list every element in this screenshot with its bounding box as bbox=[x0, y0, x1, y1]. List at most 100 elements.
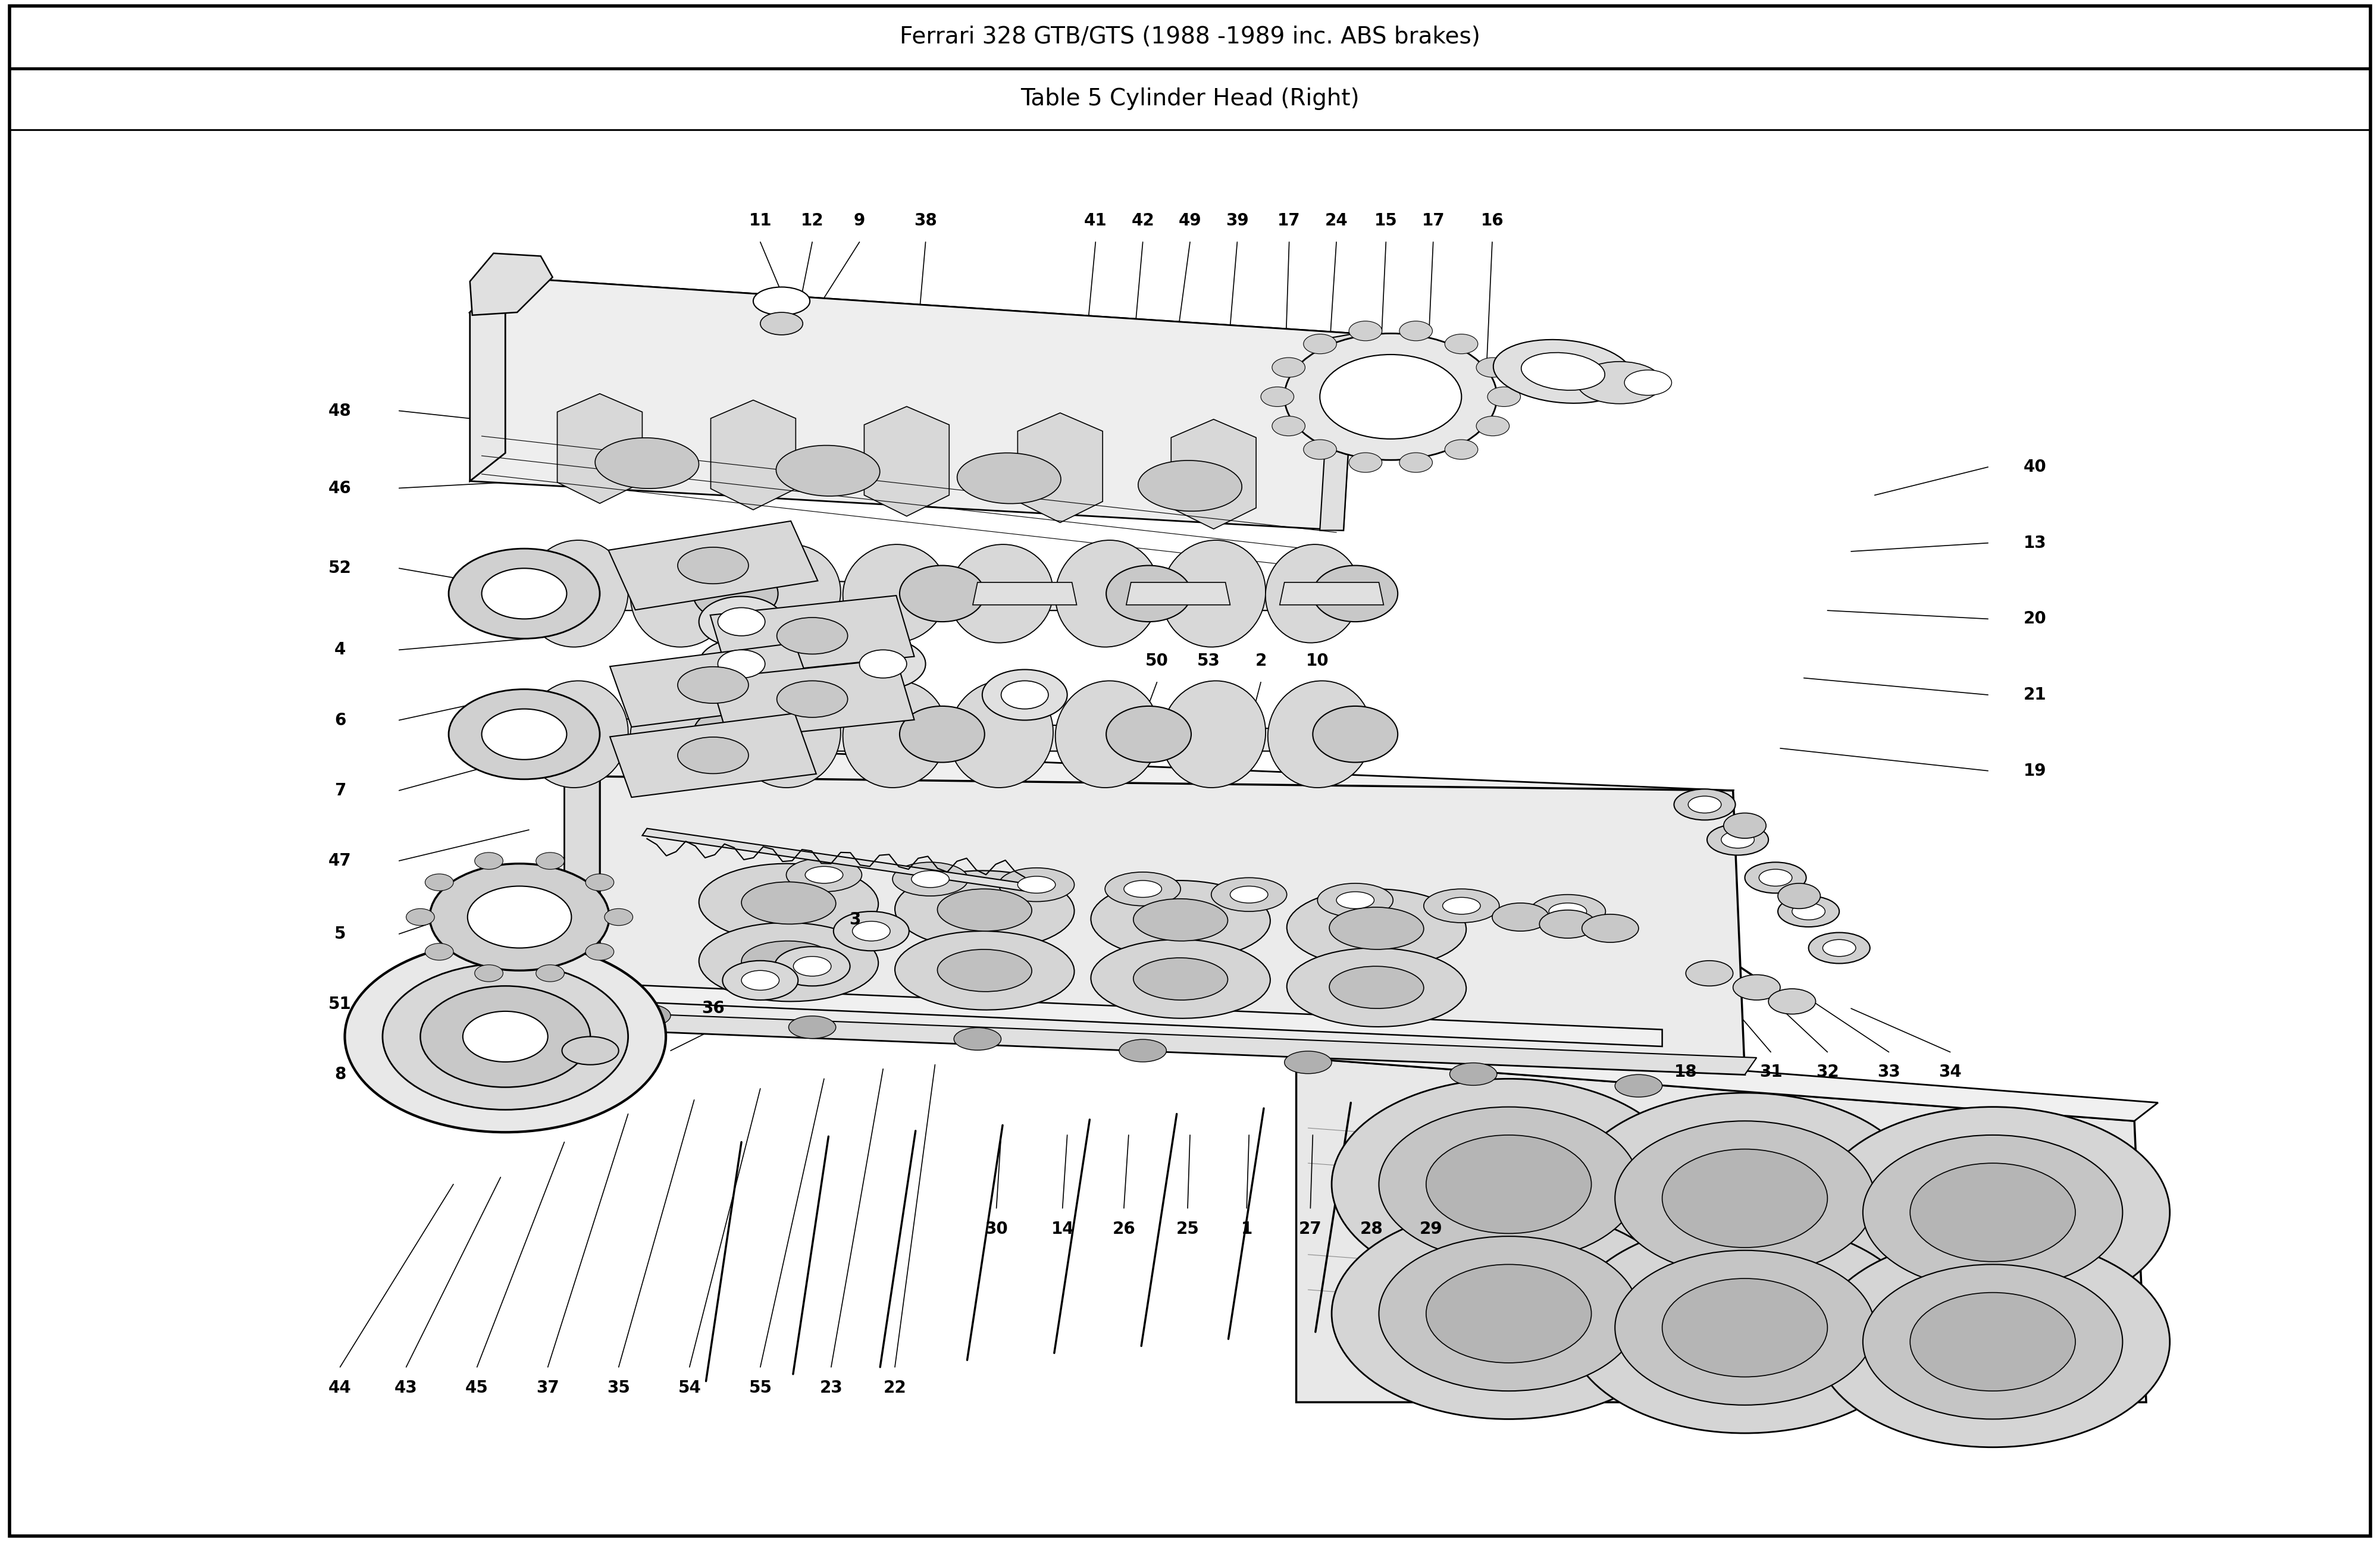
Ellipse shape bbox=[900, 706, 985, 762]
Ellipse shape bbox=[1521, 353, 1604, 390]
Ellipse shape bbox=[1285, 333, 1497, 460]
Ellipse shape bbox=[1616, 1075, 1661, 1096]
Ellipse shape bbox=[426, 944, 455, 961]
Polygon shape bbox=[564, 777, 600, 1033]
Ellipse shape bbox=[450, 549, 600, 638]
Ellipse shape bbox=[912, 871, 950, 888]
Ellipse shape bbox=[738, 544, 840, 643]
Ellipse shape bbox=[605, 908, 633, 925]
Ellipse shape bbox=[1476, 358, 1509, 378]
Text: 33: 33 bbox=[1878, 1064, 1899, 1079]
Ellipse shape bbox=[693, 566, 778, 621]
Polygon shape bbox=[469, 278, 1354, 369]
Ellipse shape bbox=[900, 566, 985, 621]
Ellipse shape bbox=[678, 547, 747, 584]
Ellipse shape bbox=[1685, 961, 1733, 985]
Ellipse shape bbox=[1792, 904, 1825, 921]
Ellipse shape bbox=[1107, 706, 1190, 762]
Text: 40: 40 bbox=[2023, 458, 2047, 475]
Text: 17: 17 bbox=[1278, 213, 1299, 230]
Text: 21: 21 bbox=[2023, 686, 2047, 703]
Ellipse shape bbox=[1333, 1079, 1685, 1289]
Text: 24: 24 bbox=[1326, 213, 1347, 230]
Text: 35: 35 bbox=[607, 1380, 631, 1397]
Polygon shape bbox=[709, 658, 914, 739]
Ellipse shape bbox=[1492, 339, 1633, 402]
Ellipse shape bbox=[1090, 939, 1271, 1018]
Ellipse shape bbox=[1123, 880, 1161, 897]
Text: 9: 9 bbox=[854, 213, 866, 230]
Ellipse shape bbox=[1568, 1223, 1923, 1433]
Ellipse shape bbox=[524, 540, 628, 648]
Polygon shape bbox=[712, 399, 795, 510]
Ellipse shape bbox=[1445, 439, 1478, 460]
Ellipse shape bbox=[1399, 453, 1433, 472]
Ellipse shape bbox=[1616, 1121, 1875, 1275]
Text: 11: 11 bbox=[750, 213, 771, 230]
Ellipse shape bbox=[1423, 888, 1499, 922]
Polygon shape bbox=[864, 407, 950, 517]
Ellipse shape bbox=[1119, 1039, 1166, 1062]
Polygon shape bbox=[709, 595, 914, 675]
Ellipse shape bbox=[631, 540, 735, 648]
Ellipse shape bbox=[1445, 335, 1478, 353]
Ellipse shape bbox=[1864, 1135, 2123, 1289]
Ellipse shape bbox=[1266, 544, 1359, 643]
Ellipse shape bbox=[1568, 1093, 1923, 1305]
Text: 44: 44 bbox=[328, 1380, 352, 1397]
Ellipse shape bbox=[957, 453, 1061, 504]
Ellipse shape bbox=[719, 608, 764, 635]
Ellipse shape bbox=[1778, 896, 1840, 927]
Ellipse shape bbox=[1578, 361, 1661, 404]
Ellipse shape bbox=[1338, 891, 1373, 908]
Text: 39: 39 bbox=[1226, 213, 1250, 230]
Ellipse shape bbox=[843, 682, 947, 788]
Ellipse shape bbox=[700, 597, 783, 648]
Text: 52: 52 bbox=[328, 560, 352, 577]
Ellipse shape bbox=[1349, 453, 1383, 472]
Ellipse shape bbox=[895, 871, 1073, 950]
Ellipse shape bbox=[983, 669, 1066, 720]
Text: 18: 18 bbox=[1673, 1064, 1697, 1079]
Polygon shape bbox=[557, 393, 643, 503]
Polygon shape bbox=[600, 777, 1745, 1075]
Text: 12: 12 bbox=[800, 213, 823, 230]
Text: 53: 53 bbox=[1197, 652, 1221, 669]
Text: 2: 2 bbox=[1254, 652, 1266, 669]
Text: 50: 50 bbox=[1145, 652, 1169, 669]
Ellipse shape bbox=[693, 706, 778, 762]
Ellipse shape bbox=[954, 1027, 1002, 1050]
Ellipse shape bbox=[1809, 933, 1871, 964]
Text: 47: 47 bbox=[328, 853, 352, 870]
Text: 10: 10 bbox=[1307, 652, 1328, 669]
Text: 6: 6 bbox=[333, 712, 345, 728]
Polygon shape bbox=[600, 1013, 1756, 1075]
Polygon shape bbox=[1297, 1058, 2147, 1402]
Text: 48: 48 bbox=[328, 402, 352, 419]
Ellipse shape bbox=[1816, 1237, 2171, 1448]
Text: 1: 1 bbox=[1240, 1221, 1252, 1238]
Ellipse shape bbox=[1019, 876, 1054, 893]
Polygon shape bbox=[1126, 583, 1230, 604]
Ellipse shape bbox=[1288, 948, 1466, 1027]
Ellipse shape bbox=[1442, 897, 1480, 914]
Ellipse shape bbox=[1911, 1163, 2075, 1261]
Ellipse shape bbox=[474, 853, 502, 870]
Ellipse shape bbox=[950, 544, 1052, 643]
Ellipse shape bbox=[678, 666, 747, 703]
Ellipse shape bbox=[1488, 387, 1521, 407]
Text: 14: 14 bbox=[1052, 1221, 1073, 1238]
Ellipse shape bbox=[859, 649, 907, 678]
Text: 8: 8 bbox=[333, 1066, 345, 1082]
Ellipse shape bbox=[743, 882, 835, 924]
Ellipse shape bbox=[1661, 1278, 1828, 1377]
Ellipse shape bbox=[776, 446, 881, 497]
Text: 43: 43 bbox=[395, 1380, 416, 1397]
Text: 38: 38 bbox=[914, 213, 938, 230]
Ellipse shape bbox=[1426, 1264, 1592, 1363]
Ellipse shape bbox=[1778, 884, 1821, 908]
Ellipse shape bbox=[1261, 387, 1295, 407]
Ellipse shape bbox=[536, 853, 564, 870]
Text: 32: 32 bbox=[1816, 1064, 1840, 1079]
Polygon shape bbox=[1280, 583, 1383, 604]
